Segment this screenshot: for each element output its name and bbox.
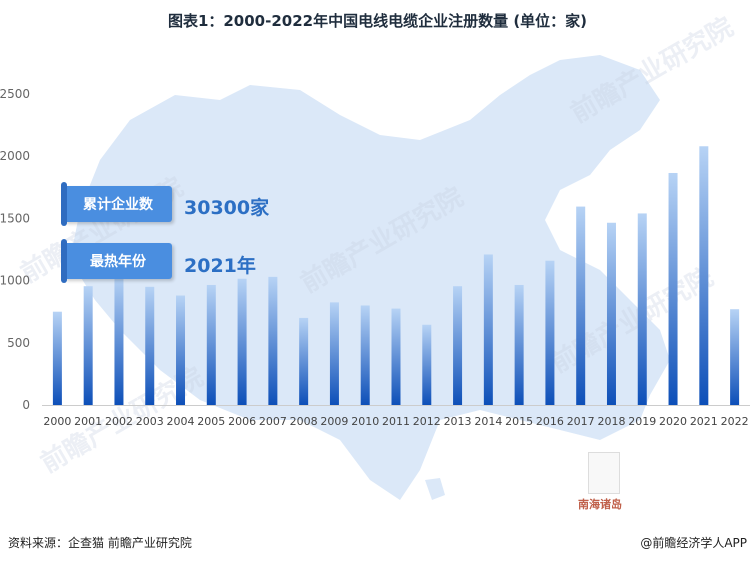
x-tick-label: 2012 [413, 415, 441, 428]
bar-2016 [545, 260, 555, 405]
y-tick-label: 2500 [0, 87, 30, 101]
bar-2010 [360, 305, 370, 405]
chart-title: 图表1：2000-2022年中国电线电缆企业注册数量 (单位：家) [167, 12, 588, 30]
x-tick-label: 2021 [690, 415, 718, 428]
south-china-sea-label: 南海诸岛 [578, 498, 622, 511]
x-tick-label: 2009 [320, 415, 348, 428]
bar-2011 [391, 308, 401, 405]
y-tick-label: 1500 [0, 211, 30, 225]
bar-2014 [483, 254, 493, 405]
x-tick-label: 2007 [259, 415, 287, 428]
x-tick-label: 2014 [474, 415, 502, 428]
y-axis: 0 500 1000 1500 2000 2500 [0, 87, 30, 412]
bar-2005 [206, 284, 216, 405]
x-tick-label: 2019 [628, 415, 656, 428]
bar-2019 [637, 213, 647, 405]
bar-2000 [52, 311, 62, 405]
bar-2015 [514, 284, 524, 405]
peak-year-value: 2021年 [184, 255, 256, 277]
total-label-ribbon: 累计企业数 [61, 182, 172, 226]
south-china-sea-inset [588, 452, 620, 494]
y-tick-label: 1000 [0, 274, 30, 288]
bar-2022 [730, 309, 740, 405]
x-tick-label: 2011 [382, 415, 410, 428]
bar-2006 [237, 278, 247, 405]
x-tick-label: 2006 [228, 415, 256, 428]
x-tick-label: 2020 [659, 415, 687, 428]
bar-2009 [329, 302, 339, 405]
bar-2001 [83, 286, 93, 405]
bar-2007 [268, 276, 278, 405]
bar-2002 [114, 275, 124, 405]
source-note: 资料来源：企查猫 前瞻产业研究院 [8, 536, 192, 550]
bar-2004 [176, 295, 186, 405]
x-tick-label: 2000 [43, 415, 71, 428]
bars [52, 146, 740, 406]
bar-2013 [453, 286, 463, 405]
bar-2008 [299, 317, 309, 405]
y-tick-label: 0 [22, 398, 30, 412]
x-tick-label: 2002 [105, 415, 133, 428]
x-tick-label: 2018 [597, 415, 625, 428]
bar-2018 [606, 222, 616, 405]
bar-2021 [699, 146, 709, 406]
x-tick-label: 2004 [167, 415, 195, 428]
total-value: 30300家 [184, 197, 270, 219]
x-axis: 2000 2001 2002 2003 2004 2005 2006 2007 2008 2009… [42, 405, 750, 428]
x-tick-label: 2008 [290, 415, 318, 428]
bar-2020 [668, 172, 678, 405]
x-tick-label: 2001 [74, 415, 102, 428]
bar-2012 [422, 324, 432, 405]
x-tick-label: 2005 [197, 415, 225, 428]
x-tick-label: 2015 [505, 415, 533, 428]
y-tick-label: 2000 [0, 149, 30, 163]
bar-2003 [145, 286, 155, 405]
x-tick-label: 2017 [567, 415, 595, 428]
x-tick-label: 2003 [136, 415, 164, 428]
x-tick-label: 2013 [444, 415, 472, 428]
x-tick-label: 2022 [721, 415, 749, 428]
peak-year-label-ribbon: 最热年份 [61, 239, 172, 283]
x-tick-label: 2016 [536, 415, 564, 428]
bar-2017 [576, 206, 586, 405]
brand-credit: @前瞻经济学人APP [640, 536, 747, 550]
y-tick-label: 500 [7, 336, 30, 350]
x-tick-label: 2010 [351, 415, 379, 428]
